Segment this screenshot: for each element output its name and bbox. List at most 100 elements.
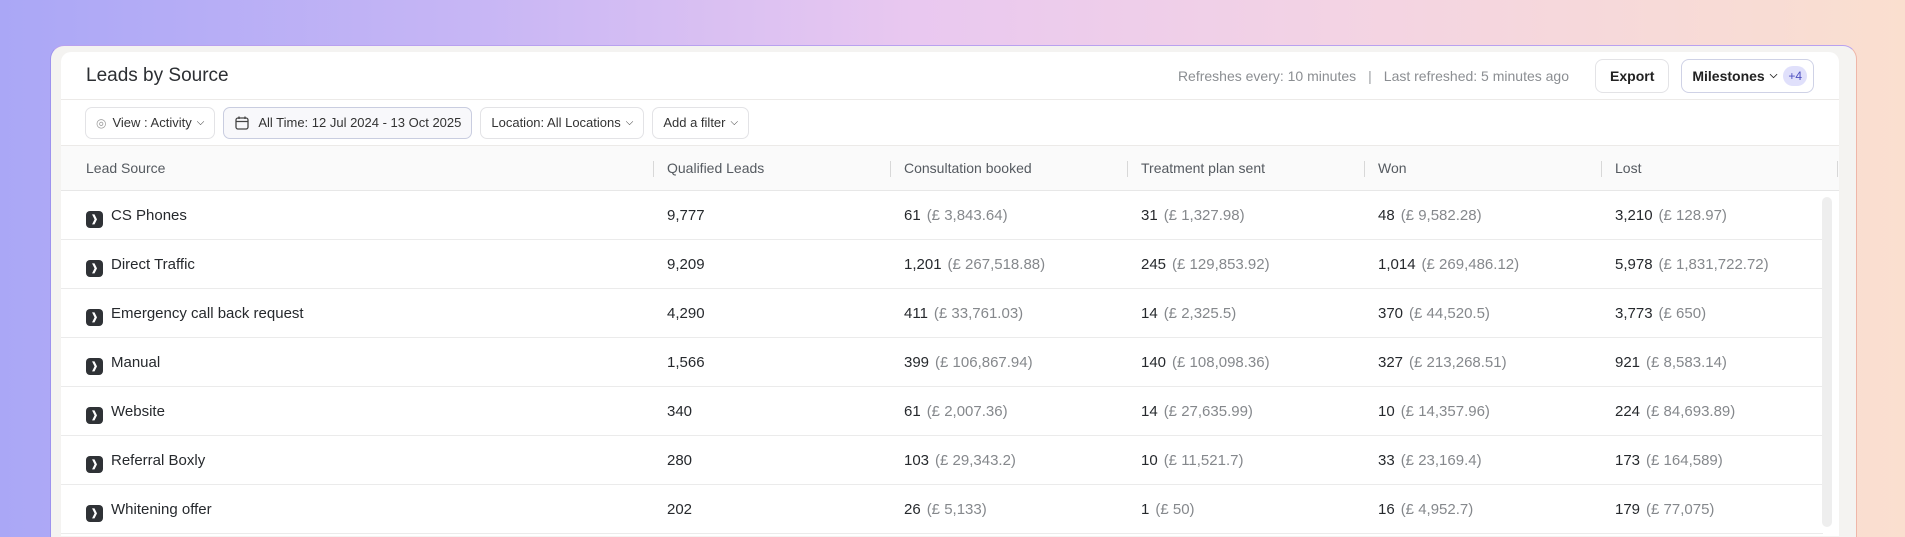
count: 103 — [904, 452, 930, 469]
amount: (£ 2,007.36) — [926, 403, 1008, 420]
milestones-label: Milestones — [1692, 67, 1765, 84]
amount: (£ 84,693.89) — [1646, 403, 1736, 420]
table-row[interactable]: ❱ Referral Boxly 280 103 (£ 29,343.2) 10 (£ 11… — [61, 436, 1823, 485]
count: 1,201 — [904, 256, 942, 273]
consult-cell: 103 (£ 29,343.2) — [904, 452, 1016, 469]
table-row[interactable]: ❱ Whitening offer 202 26 (£ 5,133) 1 (£ 50) 16 (… — [61, 485, 1823, 534]
amount: (£ 1,327.98) — [1163, 207, 1245, 224]
table-header: Lead Source Qualified Leads Consultation… — [61, 146, 1839, 191]
qualified-leads-cell: 9,777 — [667, 207, 705, 224]
separator: | — [1368, 67, 1372, 84]
table-row[interactable]: ❱ Manual 1,566 399 (£ 106,867.94) 140 (£ 108,0… — [61, 338, 1823, 387]
lost-cell: 173 (£ 164,589) — [1615, 452, 1723, 469]
column-header-won[interactable]: Won — [1378, 160, 1407, 176]
chevron-down-icon: ⌵ — [1769, 70, 1778, 81]
lost-cell: 224 (£ 84,693.89) — [1615, 403, 1735, 420]
count: 224 — [1615, 403, 1641, 420]
amount: (£ 11,521.7) — [1163, 452, 1244, 469]
lost-cell: 179 (£ 77,075) — [1615, 501, 1714, 518]
table-row[interactable]: ❱ Website 340 61 (£ 2,007.36) 14 (£ 27,635.99)… — [61, 387, 1823, 436]
count: 16 — [1378, 501, 1395, 518]
consult-cell: 411 (£ 33,761.03) — [904, 305, 1023, 322]
eye-icon: ◎ — [96, 115, 107, 130]
lead-source-name: Manual — [111, 354, 161, 371]
column-divider[interactable] — [1364, 161, 1365, 177]
column-header-treatment-plan-sent[interactable]: Treatment plan sent — [1141, 160, 1265, 176]
lead-source-name: Direct Traffic — [111, 256, 195, 273]
export-button[interactable]: Export — [1595, 58, 1670, 93]
count: 10 — [1378, 403, 1395, 420]
report-header: Leads by Source Refreshes every: 10 minu… — [61, 52, 1839, 100]
won-cell: 327 (£ 213,268.51) — [1378, 354, 1507, 371]
lost-cell: 3,773 (£ 650) — [1615, 305, 1706, 322]
lost-cell: 921 (£ 8,583.14) — [1615, 354, 1727, 371]
location-label: Location: All Locations — [491, 115, 621, 130]
won-cell: 48 (£ 9,582.28) — [1378, 207, 1482, 224]
column-divider[interactable] — [1601, 161, 1602, 177]
refresh-interval-text: Refreshes every: 10 minutes — [1177, 67, 1357, 84]
lead-source-cell: ❱ Referral Boxly — [86, 452, 205, 473]
count: 1 — [1141, 501, 1150, 518]
add-filter-label: Add a filter — [663, 115, 726, 130]
count: 3,773 — [1615, 305, 1653, 322]
column-divider[interactable] — [890, 161, 891, 177]
table-body: ❱ CS Phones 9,777 61 (£ 3,843.64) 31 (£ 1,327.… — [61, 191, 1839, 534]
count: 3,210 — [1615, 207, 1653, 224]
won-cell: 1,014 (£ 269,486.12) — [1378, 256, 1519, 273]
location-filter[interactable]: Location: All Locations ⌵ — [480, 106, 645, 139]
amount: (£ 50) — [1155, 501, 1195, 518]
count: 1,014 — [1378, 256, 1416, 273]
consult-cell: 399 (£ 106,867.94) — [904, 354, 1033, 371]
amount: (£ 77,075) — [1646, 501, 1715, 518]
amount: (£ 3,843.64) — [926, 207, 1008, 224]
amount: (£ 267,518.88) — [947, 256, 1046, 273]
amount: (£ 14,357.96) — [1400, 403, 1490, 420]
count: 26 — [904, 501, 921, 518]
column-header-lead-source[interactable]: Lead Source — [86, 160, 166, 176]
amount: (£ 129,853.92) — [1172, 256, 1270, 273]
source-icon: ❱ — [86, 456, 103, 473]
amount: (£ 33,761.03) — [933, 305, 1024, 322]
lead-source-cell: ❱ CS Phones — [86, 207, 187, 228]
count: 33 — [1378, 452, 1395, 469]
count: 179 — [1615, 501, 1641, 518]
chevron-down-icon: ⌵ — [625, 117, 634, 128]
amount: (£ 128.97) — [1658, 207, 1727, 224]
count: 411 — [904, 305, 928, 322]
count: 31 — [1141, 207, 1158, 224]
source-icon: ❱ — [86, 505, 103, 522]
won-cell: 33 (£ 23,169.4) — [1378, 452, 1482, 469]
lead-source-name: Emergency call back request — [111, 305, 304, 322]
scrollbar[interactable] — [1822, 197, 1832, 527]
lead-source-cell: ❱ Direct Traffic — [86, 256, 195, 277]
amount: (£ 23,169.4) — [1400, 452, 1482, 469]
amount: (£ 9,582.28) — [1400, 207, 1482, 224]
count: 370 — [1378, 305, 1404, 322]
count: 5,978 — [1615, 256, 1653, 273]
treatment-cell: 1 (£ 50) — [1141, 501, 1195, 518]
table-row[interactable]: ❱ Emergency call back request 4,290 411 (£ 3… — [61, 289, 1823, 338]
amount: (£ 44,520.5) — [1409, 305, 1490, 322]
column-header-consultation-booked[interactable]: Consultation booked — [904, 160, 1032, 176]
qualified-leads-cell: 280 — [667, 452, 693, 469]
view-filter[interactable]: ◎ View : Activity ⌵ — [85, 106, 216, 139]
count: 61 — [904, 207, 921, 224]
column-divider[interactable] — [1837, 161, 1838, 177]
column-header-lost[interactable]: Lost — [1615, 160, 1642, 176]
milestones-button[interactable]: Milestones ⌵ +4 — [1681, 58, 1814, 93]
table-row[interactable]: ❱ Direct Traffic 9,209 1,201 (£ 267,518.88) 2… — [61, 240, 1823, 289]
report-card: Leads by Source Refreshes every: 10 minu… — [50, 45, 1857, 537]
treatment-cell: 31 (£ 1,327.98) — [1141, 207, 1245, 224]
date-range-label: All Time: 12 Jul 2024 - 13 Oct 2025 — [258, 115, 462, 130]
column-divider[interactable] — [653, 161, 654, 177]
date-range-filter[interactable]: All Time: 12 Jul 2024 - 13 Oct 2025 — [223, 106, 473, 139]
source-icon: ❱ — [86, 309, 103, 326]
report-panel: Leads by Source Refreshes every: 10 minu… — [61, 52, 1839, 536]
column-header-qualified-leads[interactable]: Qualified Leads — [667, 160, 765, 176]
column-divider[interactable] — [1127, 161, 1128, 177]
source-icon: ❱ — [86, 358, 103, 375]
add-filter-button[interactable]: Add a filter ⌵ — [652, 106, 750, 139]
chevron-down-icon: ⌵ — [196, 117, 205, 128]
amount: (£ 1,831,722.72) — [1658, 256, 1769, 273]
table-row[interactable]: ❱ CS Phones 9,777 61 (£ 3,843.64) 31 (£ 1,327.… — [61, 191, 1823, 240]
